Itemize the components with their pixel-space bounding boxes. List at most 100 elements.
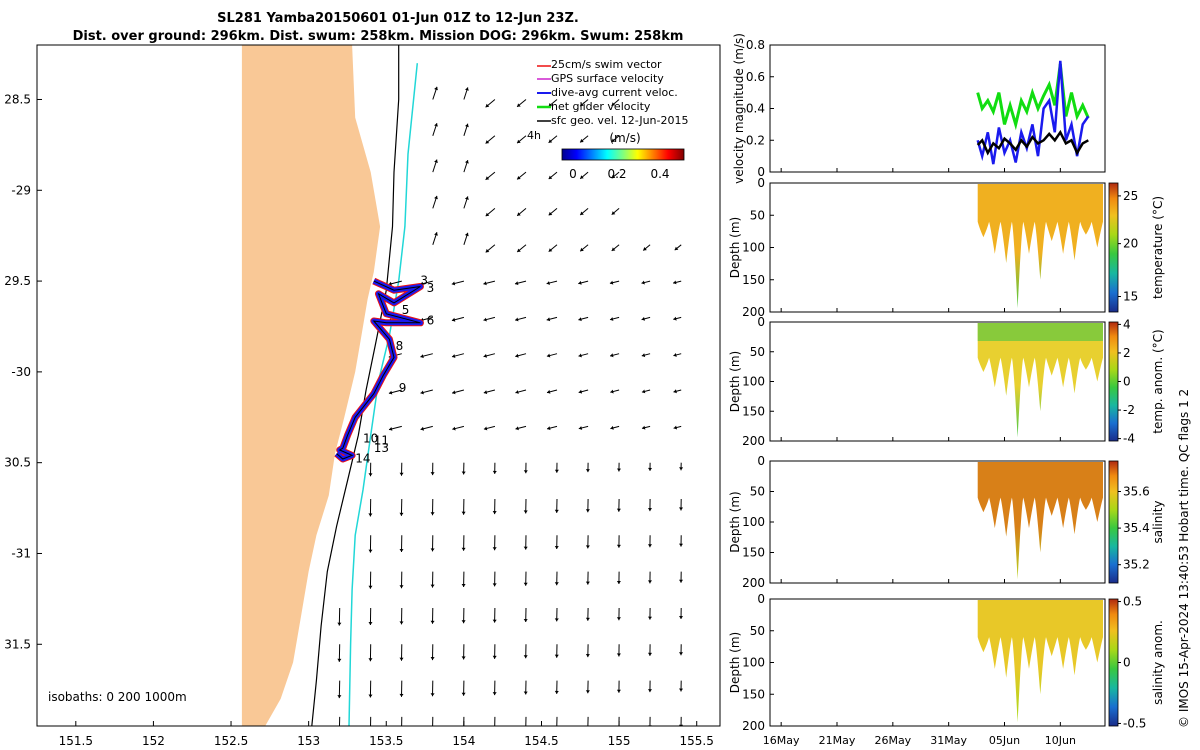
arrow-head-90 [461, 471, 466, 475]
arrow-head-73 [578, 389, 583, 394]
temp-anomaly-ctick-3: -2 [1123, 403, 1135, 417]
time-tick-1: 21May [819, 734, 856, 747]
colorbar-title: (m/s) [609, 131, 640, 145]
arrow-head-76 [673, 389, 677, 394]
arrow-head-95 [617, 468, 621, 472]
arrow-head-60 [483, 353, 487, 358]
legend-net: net glider velocity [551, 100, 651, 113]
arrow-head-92 [523, 470, 528, 474]
salinity-anomaly-clabel: salinity anom. [1151, 620, 1165, 705]
arrow-head-88 [399, 472, 404, 476]
vel-ytick-0: 0 [757, 165, 765, 179]
arrow-head-54 [610, 317, 614, 321]
legend-gps: GPS surface velocity [551, 72, 664, 85]
arrow-head-49 [451, 317, 456, 322]
arrow-head-22 [464, 196, 469, 200]
arrow-head-10 [517, 139, 521, 144]
arrow-head-169 [400, 730, 404, 733]
temp-anomaly-ctick-2: 0 [1123, 375, 1131, 389]
arrow-head-85 [642, 425, 646, 430]
arrow-head-144 [368, 658, 373, 662]
arrow-head-87 [368, 473, 373, 477]
arrow-head-108 [679, 507, 683, 511]
arrow-head-104 [554, 509, 559, 513]
arrow-head-116 [585, 545, 590, 549]
arrow-head-72 [547, 389, 551, 394]
salinity-anomaly-ytick-1: 50 [750, 624, 765, 638]
map-xtick-1: 152 [142, 734, 165, 748]
map-ytick-1: -29 [11, 183, 31, 197]
arrow-head-79 [452, 426, 456, 431]
arrow-head-40 [483, 281, 487, 286]
arrow-head-0 [434, 86, 438, 91]
glider-track [336, 280, 421, 460]
salinity-ytick-2: 100 [742, 515, 765, 529]
temp-anomaly-ytick-1: 50 [750, 345, 765, 359]
salinity-anomaly-section [977, 600, 1103, 723]
salinity-panel: 0 50 100 150 200 Depth (m) 35.6 35.4 35.2 salinit… [728, 454, 1165, 590]
temperature-ytick-0: 0 [757, 176, 765, 190]
arrow-head-69 [452, 390, 456, 395]
arrow-head-42 [546, 281, 550, 285]
arrow-head-165 [648, 689, 652, 693]
arrow-head-62 [546, 353, 551, 358]
temperature-colorbar [1108, 182, 1119, 313]
arrow-head-123 [461, 584, 466, 587]
arrow-head-107 [648, 508, 652, 512]
arrow-head-124 [492, 583, 497, 587]
time-tick-4: 05Jun [989, 734, 1020, 747]
title-line-1: SL281 Yamba20150601 01-Jun 01Z to 12-Jun… [217, 11, 579, 26]
temperature-ytick-3: 150 [742, 273, 765, 287]
arrow-head-147 [461, 656, 466, 660]
arrow-head-58 [420, 354, 424, 359]
track-label-4: 8 [396, 339, 404, 353]
arrow-head-55 [641, 316, 645, 321]
arrow-head-132 [368, 622, 373, 625]
arrow-head-154 [679, 652, 683, 656]
arrow-head-6 [611, 102, 616, 106]
arrow-head-7 [434, 123, 438, 127]
arrow-head-68 [420, 390, 424, 395]
arrow-head-28 [434, 232, 438, 236]
vel-ytick-2: 0.4 [746, 102, 765, 116]
temp-anomaly-section [977, 323, 1103, 438]
temp-anomaly-ytick-2: 100 [742, 375, 765, 389]
arrow-head-133 [399, 621, 404, 625]
salinity-clabel: salinity [1151, 500, 1165, 543]
temp-anomaly-colorbar [1108, 321, 1119, 442]
arrow-head-120 [368, 585, 373, 589]
arrow-head-32 [548, 248, 553, 252]
isobath-1000 [348, 63, 419, 726]
map-ytick-3: -30 [11, 365, 31, 379]
arrow-head-66 [673, 353, 677, 357]
map-x-ticks: 151.5 152 152.5 153 153.5 154 154.5 155 155.5 [59, 721, 714, 748]
time-tick-2: 26May [874, 734, 911, 747]
salinity-ctick-2: 35.2 [1123, 558, 1150, 572]
arrow-head-94 [585, 469, 590, 473]
arrow-head-136 [492, 619, 497, 623]
track-label-9: 14 [355, 452, 370, 466]
arrow-head-131 [337, 622, 342, 626]
arrow-head-27 [611, 211, 616, 215]
arrow-head-91 [492, 470, 497, 474]
map-ytick-6: 31.5 [4, 637, 31, 651]
arrow-head-3 [517, 103, 521, 107]
arrow-head-44 [609, 280, 614, 285]
arrow-head-102 [492, 511, 497, 515]
side-caption: © IMOS 15-Apr-2024 13:40:53 Hobart time.… [1177, 389, 1191, 728]
legend-swim: 25cm/s swim vector [551, 58, 662, 71]
arrow-head-20 [611, 174, 616, 179]
salinity-anomaly-ylabel: Depth (m) [728, 632, 742, 693]
arrow-head-86 [673, 425, 678, 430]
arrow-head-25 [548, 211, 553, 216]
arrow-head-99 [399, 512, 404, 516]
arrow-head-89 [430, 472, 435, 476]
title-line-2: Dist. over ground: 296km. Dist. swum: 25… [73, 29, 684, 44]
arrow-head-114 [523, 546, 528, 550]
arrow-head-75 [641, 389, 646, 394]
arrow-head-101 [461, 511, 466, 515]
track-label-0: 3 [420, 274, 428, 288]
